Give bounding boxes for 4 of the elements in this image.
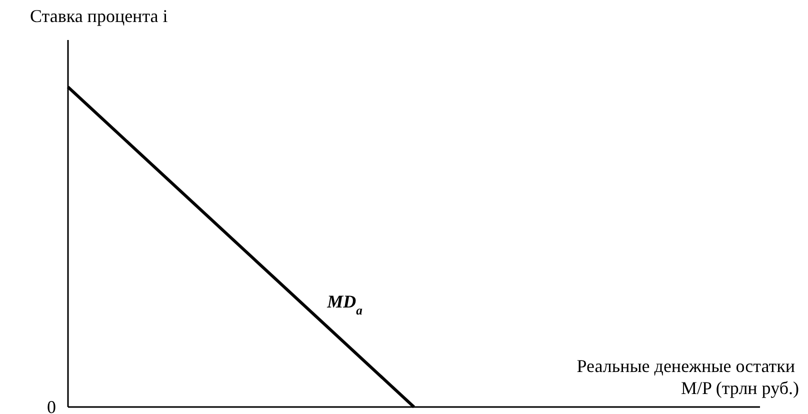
annotation: MD$_{a}$ bbox=[326, 291, 362, 318]
y-axis-title: Ставка процента i bbox=[30, 6, 168, 26]
x-axis-title: Реальные денежные остатки M/P (трлн руб.) bbox=[576, 356, 799, 398]
text: 0 bbox=[47, 397, 56, 414]
